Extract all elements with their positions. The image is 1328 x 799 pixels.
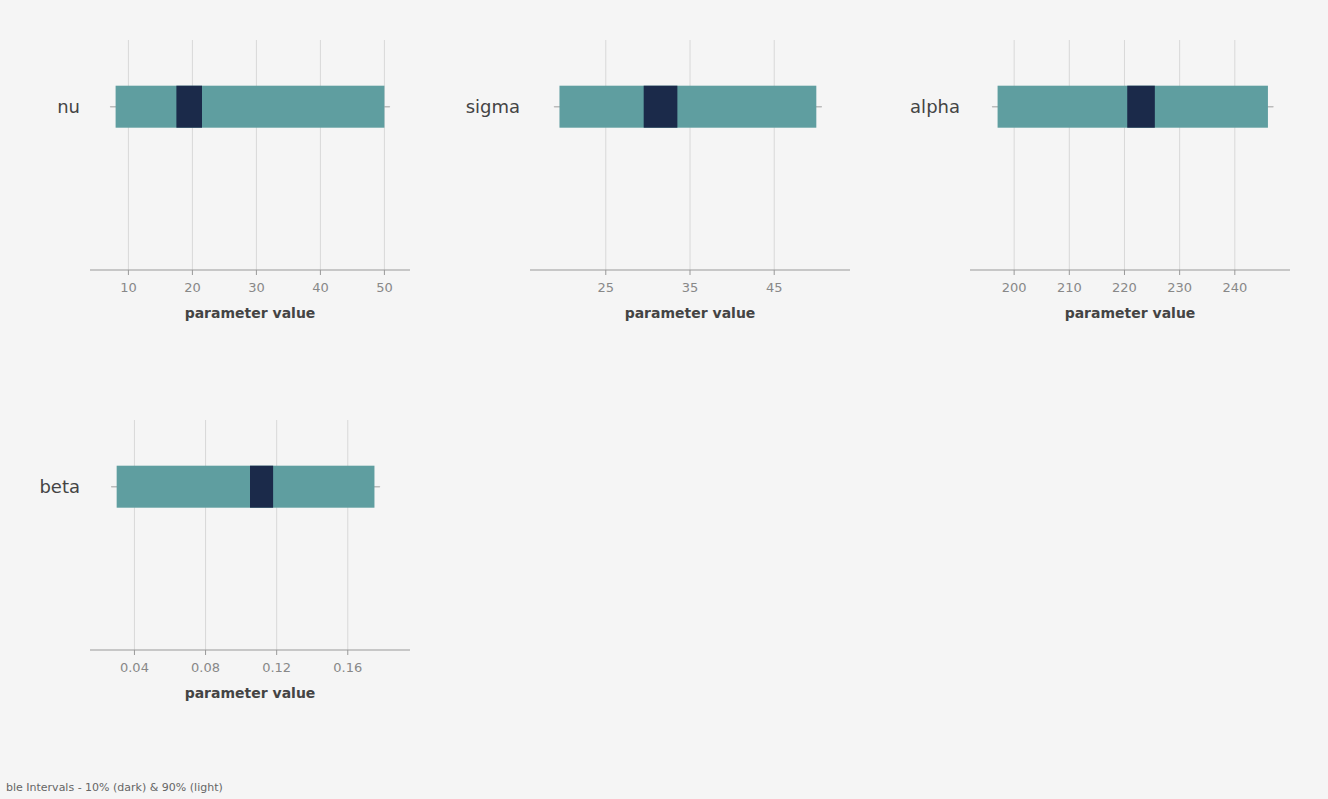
- x-axis-label: parameter value: [185, 685, 316, 701]
- interval-bar: [117, 466, 375, 508]
- x-tick-label: 50: [376, 280, 393, 295]
- x-tick: [1069, 270, 1070, 275]
- x-tick-label: 0.08: [191, 660, 220, 675]
- panel: 25 35 45 parameter value sigma: [466, 40, 850, 321]
- grid-line: [192, 40, 193, 270]
- x-tick: [134, 650, 135, 655]
- interval-bar: [1127, 86, 1155, 128]
- grid-line: [205, 420, 206, 650]
- x-tick-label: 40: [312, 280, 329, 295]
- x-tick: [605, 270, 606, 275]
- x-tick-label: 240: [1222, 280, 1247, 295]
- grid-line: [690, 40, 691, 270]
- interval-bar: [998, 86, 1268, 128]
- grid-line: [774, 40, 775, 270]
- grid-line: [384, 40, 385, 270]
- x-tick: [128, 270, 129, 275]
- x-axis-line: [90, 650, 410, 651]
- x-tick-label: 45: [766, 280, 783, 295]
- x-tick-label: 210: [1057, 280, 1082, 295]
- grid-line: [1014, 40, 1015, 270]
- background: [0, 0, 1328, 799]
- category-label: nu: [57, 96, 80, 117]
- panel: 0.04 0.08 0.12 0.16 parameter value beta: [39, 420, 410, 701]
- category-label: beta: [39, 476, 80, 497]
- grid-line: [276, 420, 277, 650]
- grid-line: [605, 40, 606, 270]
- x-tick-label: 20: [184, 280, 201, 295]
- category-label: sigma: [466, 96, 520, 117]
- x-tick-label: 35: [682, 280, 699, 295]
- interval-bar: [176, 86, 202, 128]
- caption: ble Intervals - 10% (dark) & 90% (light): [6, 781, 223, 794]
- panel: 10 20 30 40 50 parameter value nu: [57, 40, 410, 321]
- x-tick: [690, 270, 691, 275]
- interval-bar: [559, 86, 816, 128]
- marks: [993, 86, 1273, 128]
- x-tick: [256, 270, 257, 275]
- marks: [112, 466, 380, 508]
- x-tick: [192, 270, 193, 275]
- x-tick-label: 220: [1112, 280, 1137, 295]
- x-tick: [320, 270, 321, 275]
- grid-line: [1124, 40, 1125, 270]
- x-axis-line: [90, 270, 410, 271]
- x-tick-label: 230: [1167, 280, 1192, 295]
- x-tick-label: 200: [1002, 280, 1027, 295]
- x-tick-label: 30: [248, 280, 265, 295]
- x-tick: [774, 270, 775, 275]
- grid-line: [1234, 40, 1235, 270]
- x-tick-label: 25: [598, 280, 615, 295]
- grid-line: [320, 40, 321, 270]
- interval-bar: [116, 86, 385, 128]
- marks: [111, 86, 390, 128]
- x-tick-label: 0.04: [120, 660, 149, 675]
- marks: [554, 86, 821, 128]
- figure: 10 20 30 40 50 parameter value nu 25 35 45 paramet…: [0, 0, 1328, 799]
- x-tick: [1014, 270, 1015, 275]
- interval-bar: [644, 86, 678, 128]
- x-tick: [1179, 270, 1180, 275]
- x-axis-label: parameter value: [625, 305, 756, 321]
- grid-line: [347, 420, 348, 650]
- x-tick: [276, 650, 277, 655]
- grid-line: [1069, 40, 1070, 270]
- panel: 200 210 220 230 240 parameter value alpha: [910, 40, 1290, 321]
- x-axis-label: parameter value: [185, 305, 316, 321]
- category-label: alpha: [910, 96, 960, 117]
- x-tick: [384, 270, 385, 275]
- interval-bar: [250, 466, 273, 508]
- x-tick: [347, 650, 348, 655]
- x-axis-label: parameter value: [1065, 305, 1196, 321]
- grid-line: [1179, 40, 1180, 270]
- grid-line: [128, 40, 129, 270]
- x-tick-label: 0.12: [262, 660, 291, 675]
- x-tick: [205, 650, 206, 655]
- x-axis-line: [970, 270, 1290, 271]
- x-tick-label: 10: [120, 280, 137, 295]
- grid-line: [134, 420, 135, 650]
- x-tick: [1234, 270, 1235, 275]
- grid-line: [256, 40, 257, 270]
- x-tick-label: 0.16: [333, 660, 362, 675]
- x-tick: [1124, 270, 1125, 275]
